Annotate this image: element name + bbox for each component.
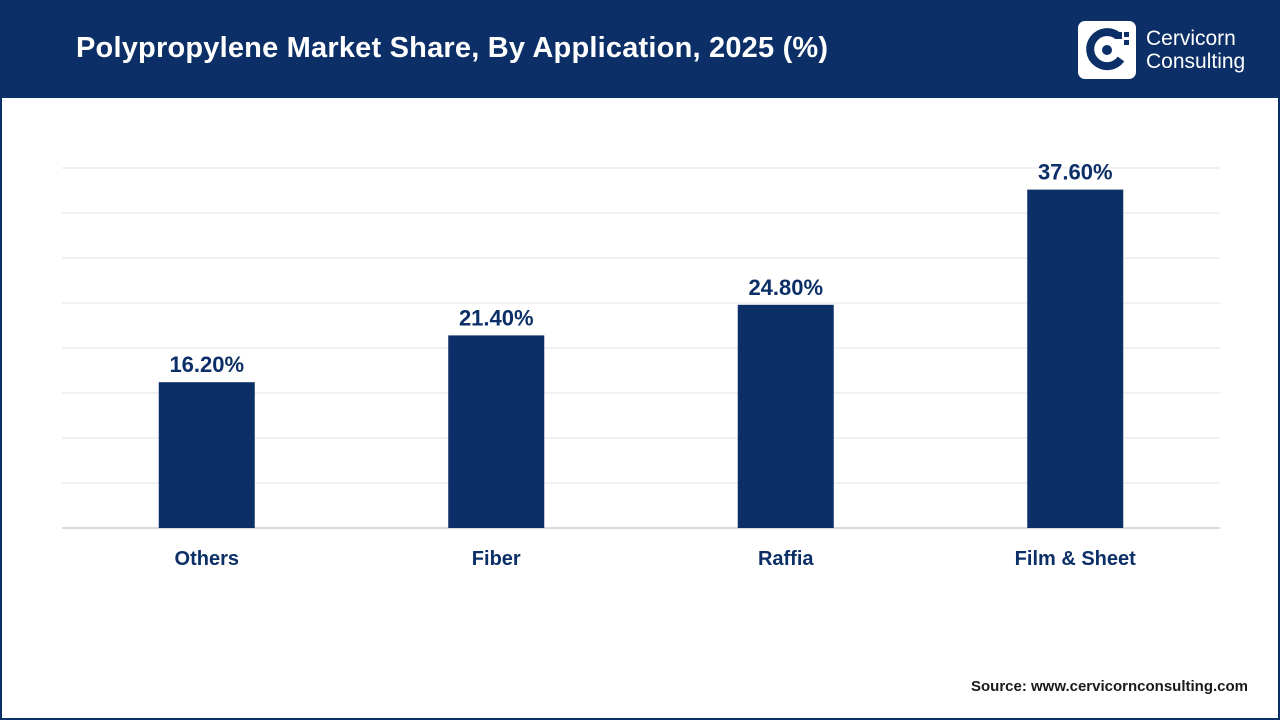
data-label: 24.80% — [748, 275, 823, 300]
category-label: Fiber — [472, 548, 521, 570]
bar-fiber — [448, 335, 545, 528]
logo-wordmark: Cervicorn Consulting — [1146, 27, 1245, 73]
category-label: Film & Sheet — [1015, 548, 1136, 570]
source-note: Source: www.cervicornconsulting.com — [970, 678, 1248, 695]
header-bar: Polypropylene Market Share, By Applicati… — [2, 2, 1278, 98]
category-label: Others — [175, 548, 239, 570]
logo-line-2: Consulting — [1146, 50, 1246, 73]
bar-others — [158, 382, 255, 528]
data-label: 37.60% — [1038, 160, 1113, 185]
bar-chart: 16.20% 21.40% 24.80% 37.60% Others Fiber Raff… — [62, 160, 1220, 570]
data-labels: 16.20% 21.40% 24.80% 37.60% — [169, 160, 1112, 378]
category-labels: Others Fiber Raffia Film & Sheet — [175, 548, 1137, 570]
chart-title: Polypropylene Market Share, By Applicati… — [76, 32, 829, 64]
data-label: 21.40% — [459, 305, 534, 330]
logo-line-1: Cervicorn — [1146, 27, 1236, 50]
bar-raffia — [737, 304, 834, 528]
bar-film-sheet — [1027, 189, 1124, 528]
brand-logo: Cervicorn Consulting — [1078, 21, 1268, 79]
logo-mark-icon — [1078, 21, 1136, 79]
gridlines — [62, 167, 1220, 529]
category-label: Raffia — [758, 548, 814, 570]
bars — [158, 189, 1124, 528]
data-label: 16.20% — [169, 352, 244, 377]
